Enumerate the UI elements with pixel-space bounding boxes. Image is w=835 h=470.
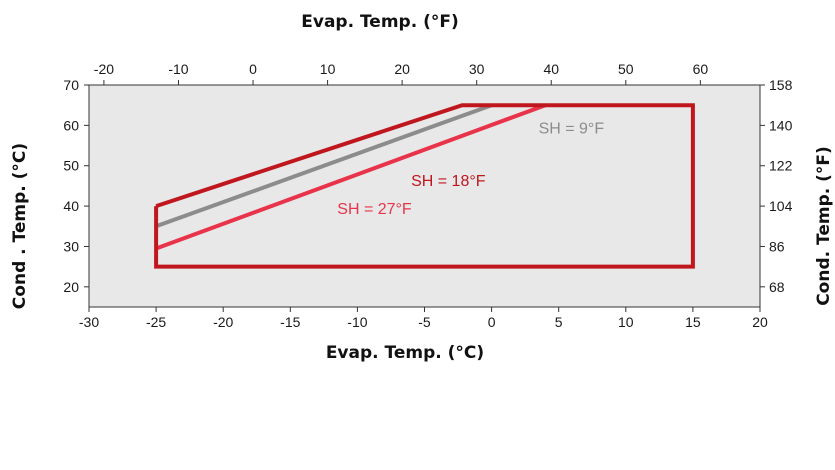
x2-tick-label: 10 (320, 61, 336, 77)
y-axis-title-left: Cond . Temp. (°C) (10, 143, 30, 309)
y-tick-label: 60 (63, 117, 79, 133)
x-axis-title-bottom: Evap. Temp. (°C) (326, 343, 484, 363)
x2-tick-label: -20 (94, 61, 114, 77)
x2-tick-label: 60 (693, 61, 709, 77)
x-tick-label: 0 (488, 314, 496, 330)
x2-tick-label: 30 (469, 61, 485, 77)
y2-tick-label: 68 (769, 279, 785, 295)
x2-tick-label: 40 (543, 61, 559, 77)
x-tick-label: 20 (752, 314, 768, 330)
y-tick-label: 70 (63, 77, 79, 93)
x2-tick-label: 0 (249, 61, 257, 77)
y2-tick-label: 86 (769, 238, 785, 254)
series-label-1: SH = 18°F (411, 173, 486, 190)
y-tick-label: 50 (63, 158, 79, 174)
x-tick-label: -5 (418, 314, 431, 330)
y2-tick-label: 140 (769, 117, 793, 133)
series-label-0: SH = 9°F (539, 120, 605, 137)
y2-tick-label: 158 (769, 77, 793, 93)
series-line-0 (155, 103, 493, 229)
y-axis-title-right: Cond. Temp. (°F) (814, 146, 834, 306)
y-tick-label: 30 (63, 238, 79, 254)
y-tick-label: 20 (63, 279, 79, 295)
y-axis-left: 20 30 40 50 60 70 (63, 77, 90, 307)
series-labels: SH = 9°F SH = 18°F SH = 27°F (337, 120, 604, 218)
x-tick-label: 15 (685, 314, 701, 330)
y-tick-label: 40 (63, 198, 79, 214)
y-axis-right: 68 86 104 122 140 158 (759, 77, 793, 307)
series-label-2: SH = 27°F (337, 201, 412, 218)
x-tick-label: 5 (555, 314, 563, 330)
series-layer (154, 103, 695, 269)
x-axis-title-top: Evap. Temp. (°F) (301, 12, 459, 32)
x-axis-bottom: -30 -25 -20 -15 -10 -5 0 5 10 15 20 (79, 306, 768, 330)
x-axis-top: -20 -10 0 10 20 30 40 50 60 (89, 61, 760, 86)
x-tick-label: -30 (79, 314, 99, 330)
x2-tick-label: 50 (618, 61, 634, 77)
x2-tick-label: 20 (394, 61, 410, 77)
series-line-1 (154, 103, 695, 269)
series-line-2 (155, 103, 546, 251)
x-tick-label: -15 (280, 314, 300, 330)
x-tick-label: -25 (146, 314, 166, 330)
x-tick-label: -20 (213, 314, 233, 330)
x-tick-label: -10 (347, 314, 367, 330)
y2-tick-label: 122 (769, 158, 793, 174)
plot-area (89, 85, 760, 307)
x2-tick-label: -10 (168, 61, 188, 77)
y2-tick-label: 104 (769, 198, 793, 214)
x-tick-label: 10 (618, 314, 634, 330)
